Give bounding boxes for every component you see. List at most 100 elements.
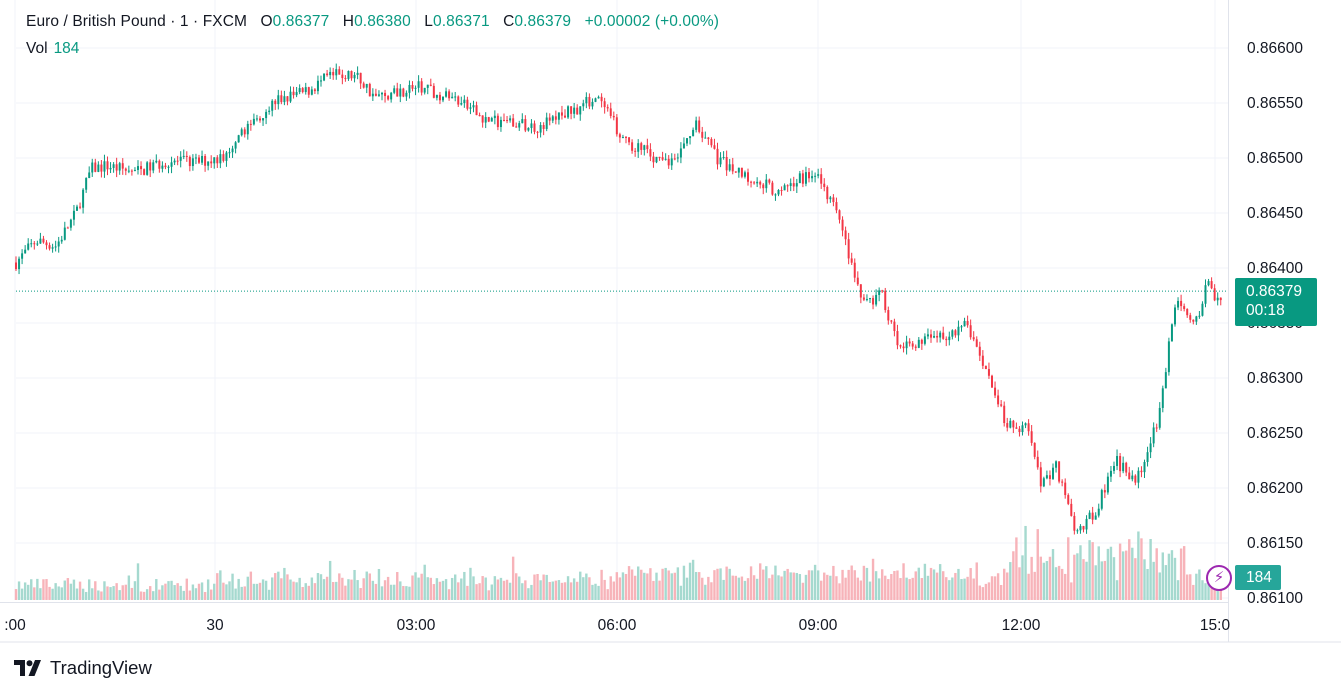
candle: [231, 145, 234, 158]
candle-body: [527, 127, 530, 131]
symbol-title[interactable]: Euro / British Pound · 1 · FXCM: [26, 13, 248, 30]
volume-bar: [902, 563, 905, 600]
candle-body: [408, 84, 411, 93]
volume-bar: [234, 588, 237, 600]
candle-body: [789, 183, 792, 186]
candle: [66, 226, 69, 229]
volume-bar: [807, 570, 811, 600]
candle: [515, 122, 518, 128]
volume-bar: [810, 570, 814, 600]
x-tick-label: 09:00: [799, 617, 838, 634]
candle: [301, 87, 304, 94]
lightning-icon[interactable]: ⚡: [1206, 565, 1232, 591]
candle-body: [1094, 515, 1097, 520]
volume-bar: [576, 581, 579, 600]
candle-body: [301, 88, 304, 93]
volume-bar: [661, 568, 664, 600]
candle: [1109, 465, 1112, 482]
candle: [396, 82, 399, 97]
candle: [1134, 474, 1137, 486]
volume-bar: [164, 583, 167, 600]
candle-body: [274, 100, 277, 105]
volume-bar: [499, 577, 503, 600]
volume-bar: [341, 577, 344, 600]
candle: [509, 115, 512, 123]
volume-bar: [685, 577, 689, 600]
candle: [45, 240, 48, 250]
candle-body: [265, 111, 268, 119]
candle-body: [1067, 495, 1070, 504]
candle: [530, 119, 533, 134]
chart-canvas[interactable]: 0.866000.865500.865000.864500.864000.863…: [0, 0, 1341, 645]
volume-bar: [813, 564, 817, 600]
volume-bar: [310, 577, 314, 600]
candle: [451, 92, 454, 99]
candle: [332, 67, 335, 80]
candle: [966, 315, 969, 328]
candle-body: [82, 189, 85, 208]
candle: [420, 78, 423, 96]
volume-bar: [1009, 562, 1012, 600]
candle: [826, 185, 829, 204]
candle: [533, 120, 536, 135]
candle-body: [905, 341, 908, 349]
candle-body: [640, 143, 643, 150]
candle-body: [515, 126, 518, 128]
candle: [960, 324, 963, 332]
candle: [576, 104, 579, 115]
volume-bar: [389, 584, 393, 600]
candle-body: [304, 87, 307, 93]
candle-body: [72, 210, 75, 220]
volume-bar: [853, 570, 856, 600]
candle-body: [722, 157, 725, 159]
candle: [872, 295, 875, 310]
candle-body: [930, 334, 932, 338]
candle-body: [1042, 478, 1045, 487]
candle-body: [268, 110, 271, 112]
candle: [673, 153, 676, 161]
volume-bar: [643, 572, 646, 600]
volume-bar: [51, 588, 54, 600]
candle-body: [124, 168, 127, 171]
volume-bar: [774, 565, 777, 600]
last-price-value: 0.86379: [1246, 283, 1303, 300]
volume-bar: [795, 572, 798, 600]
volume-bar: [219, 570, 222, 600]
candle: [1219, 297, 1222, 306]
candle-body: [829, 197, 832, 200]
candle: [307, 86, 310, 98]
candle-body: [795, 183, 798, 187]
candle-body: [554, 116, 557, 120]
candle-body: [292, 91, 295, 96]
volume-bar: [249, 571, 253, 600]
volume-bar: [957, 568, 960, 600]
candle: [859, 284, 862, 304]
candle-body: [362, 83, 365, 88]
volume-bar: [874, 571, 878, 600]
candle: [1167, 337, 1170, 376]
candle-body: [548, 117, 551, 121]
candle: [884, 287, 887, 313]
candle: [1094, 512, 1097, 520]
volume-bar: [1097, 546, 1100, 600]
candle: [978, 341, 981, 362]
last-price-label: 0.86379 00:18: [1235, 278, 1317, 326]
tradingview-brand[interactable]: TradingView: [14, 657, 152, 679]
candle: [1009, 418, 1012, 429]
volume-bar: [335, 581, 338, 600]
candle-body: [499, 119, 502, 128]
candle: [808, 167, 810, 183]
candle-body: [783, 185, 786, 191]
candle-body: [887, 310, 890, 321]
volume-bar: [670, 573, 673, 600]
volume-bar: [896, 570, 899, 600]
candle-body: [957, 326, 960, 336]
candle: [1213, 284, 1216, 302]
chart-area[interactable]: 0.86600 0.86550 0.86500 0.86450 0.86400 0.863…: [0, 0, 1341, 645]
candle-body: [94, 162, 97, 172]
candle-body: [1000, 404, 1003, 406]
volume-bar: [539, 580, 542, 600]
candle: [1113, 461, 1115, 474]
candle: [374, 88, 377, 97]
candle: [1152, 422, 1155, 448]
